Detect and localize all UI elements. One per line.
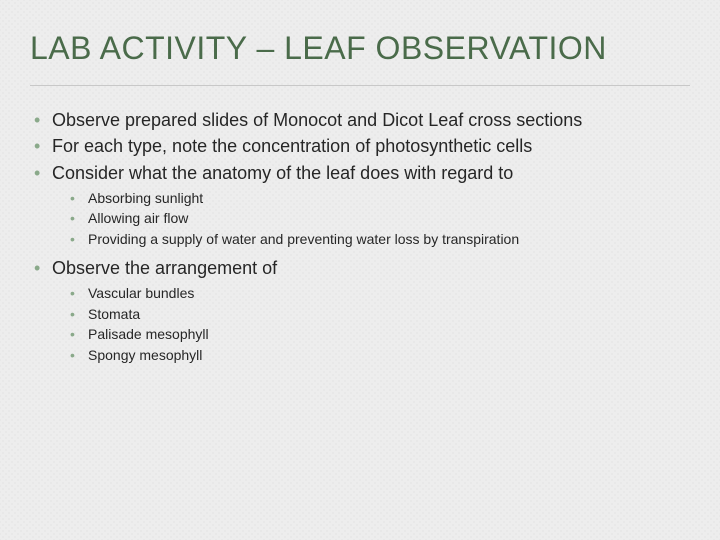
bullet-text: Observe the arrangement of	[52, 258, 277, 278]
sub-bullet-list: Vascular bundles Stomata Palisade mesoph…	[52, 284, 686, 365]
list-item: For each type, note the concentration of…	[34, 134, 686, 158]
content-region: Observe prepared slides of Monocot and D…	[0, 98, 720, 365]
bullet-text: Providing a supply of water and preventi…	[88, 231, 519, 247]
bullet-text: Stomata	[88, 306, 140, 322]
bullet-text: Consider what the anatomy of the leaf do…	[52, 163, 513, 183]
list-item: Absorbing sunlight	[68, 189, 686, 209]
bullet-text: Allowing air flow	[88, 210, 188, 226]
slide-title: LAB ACTIVITY – LEAF OBSERVATION	[30, 30, 690, 86]
list-item: Observe prepared slides of Monocot and D…	[34, 108, 686, 132]
list-item: Vascular bundles	[68, 284, 686, 304]
title-region: LAB ACTIVITY – LEAF OBSERVATION	[0, 0, 720, 98]
list-item: Providing a supply of water and preventi…	[68, 230, 686, 250]
sub-bullet-list: Absorbing sunlight Allowing air flow Pro…	[52, 189, 686, 250]
bullet-text: Observe prepared slides of Monocot and D…	[52, 110, 582, 130]
list-item: Spongy mesophyll	[68, 346, 686, 366]
bullet-text: Palisade mesophyll	[88, 326, 209, 342]
list-item: Palisade mesophyll	[68, 325, 686, 345]
list-item: Observe the arrangement of Vascular bund…	[34, 256, 686, 366]
slide: LAB ACTIVITY – LEAF OBSERVATION Observe …	[0, 0, 720, 540]
list-item: Stomata	[68, 305, 686, 325]
bullet-text: For each type, note the concentration of…	[52, 136, 532, 156]
list-item: Consider what the anatomy of the leaf do…	[34, 161, 686, 250]
bullet-list: Observe prepared slides of Monocot and D…	[34, 108, 686, 365]
bullet-text: Vascular bundles	[88, 285, 194, 301]
bullet-text: Spongy mesophyll	[88, 347, 202, 363]
bullet-text: Absorbing sunlight	[88, 190, 203, 206]
list-item: Allowing air flow	[68, 209, 686, 229]
